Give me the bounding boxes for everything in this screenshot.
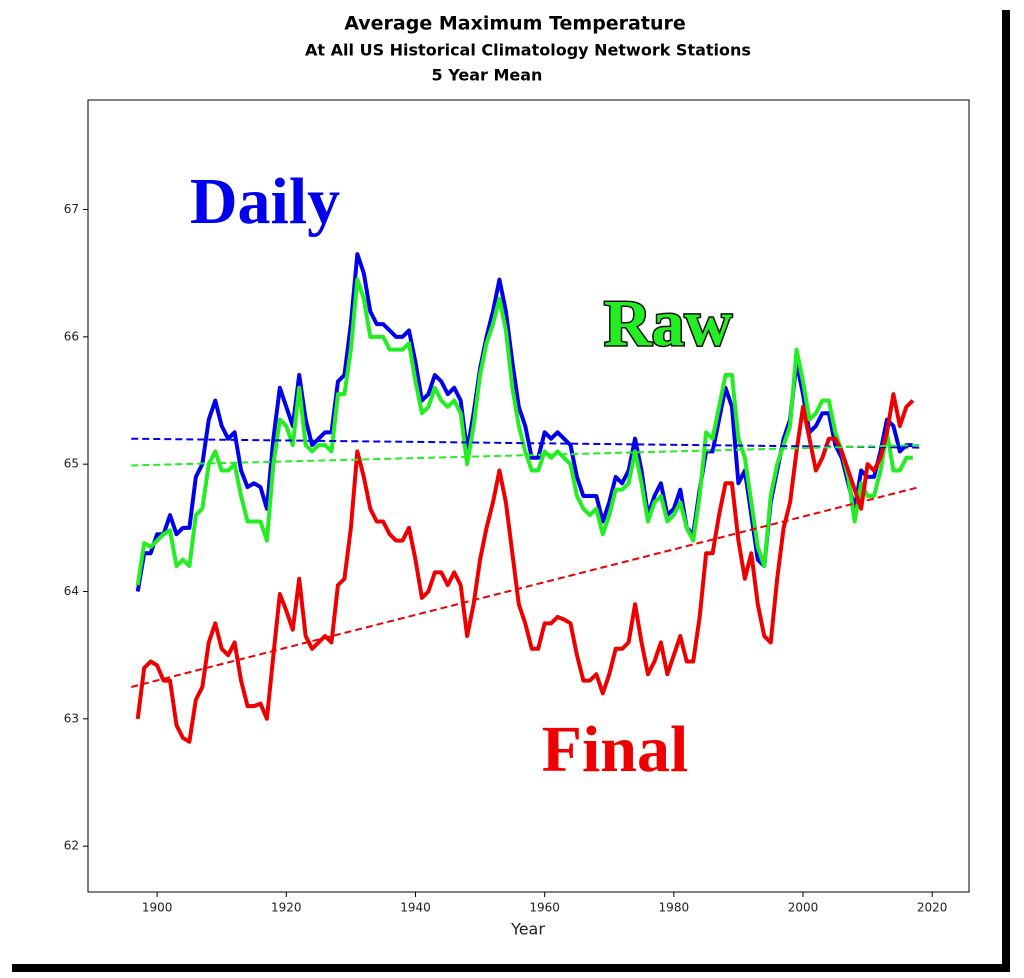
trend-line xyxy=(131,486,920,688)
data-line xyxy=(135,392,915,744)
x-tick-label: 1900 xyxy=(142,901,173,915)
x-tick-label: 1960 xyxy=(529,901,560,915)
chart-subtitle: 5 Year Mean xyxy=(432,66,543,85)
x-axis-label: Year xyxy=(510,920,545,939)
x-tick-label: 2020 xyxy=(917,901,948,915)
y-tick-label: 64 xyxy=(64,584,79,598)
x-tick-label: 1940 xyxy=(400,901,431,915)
annotation: Raw xyxy=(604,287,733,360)
chart-subtitle: At All US Historical Climatology Network… xyxy=(305,41,751,60)
y-tick-label: 66 xyxy=(64,329,79,343)
y-tick-label: 67 xyxy=(64,202,79,216)
annotation: Final xyxy=(542,713,689,786)
x-tick-label: 2000 xyxy=(788,901,819,915)
chart-title: Average Maximum Temperature xyxy=(344,13,686,35)
data-line xyxy=(135,277,913,586)
y-tick-label: 62 xyxy=(64,839,79,853)
annotation: Daily xyxy=(190,165,340,238)
plot-frame xyxy=(87,99,970,893)
y-tick-label: 65 xyxy=(64,457,79,471)
x-tick-label: 1980 xyxy=(659,901,690,915)
y-tick-label: 63 xyxy=(64,711,79,725)
data-line xyxy=(135,252,913,592)
x-tick-label: 1920 xyxy=(271,901,302,915)
